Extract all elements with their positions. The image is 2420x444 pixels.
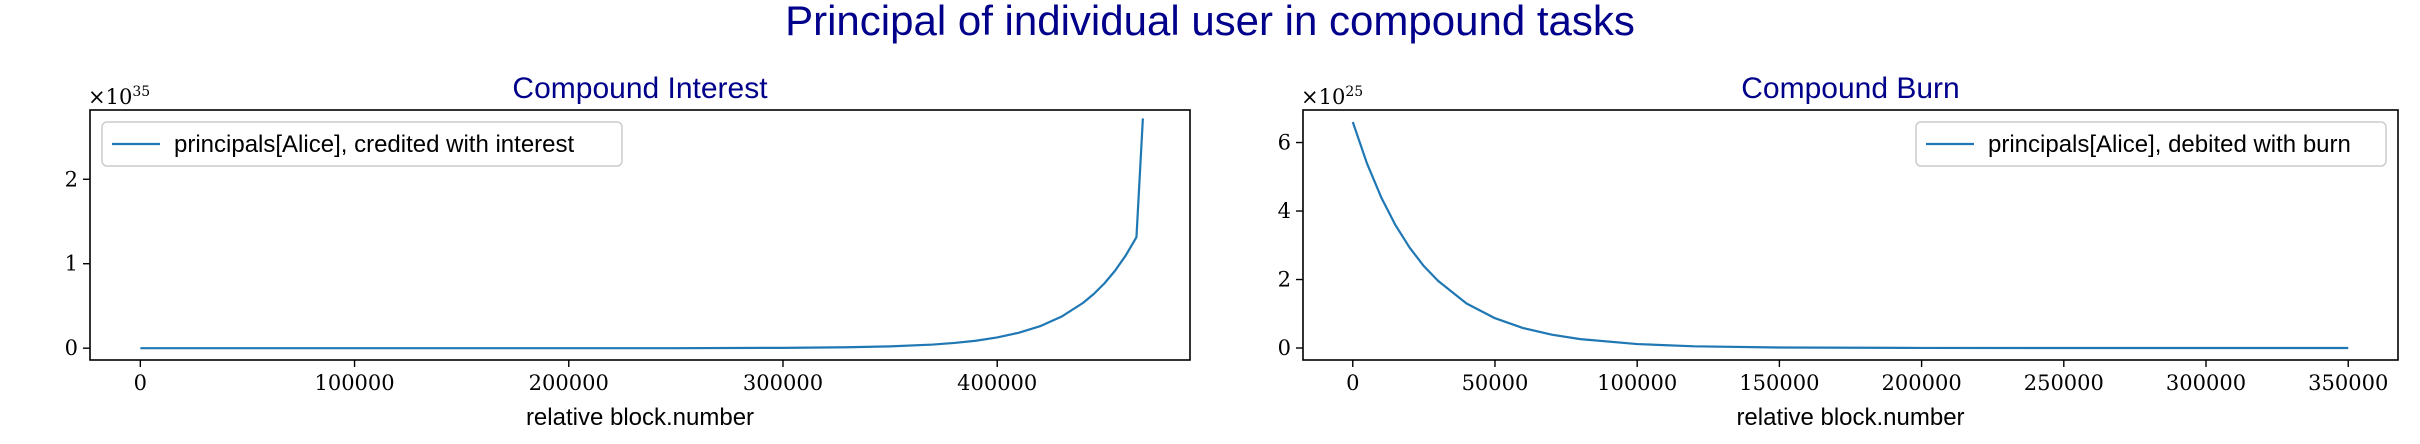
x-tick-label: 100000 (314, 371, 394, 395)
x-tick-label: 0 (134, 371, 147, 395)
plot-frame (1302, 109, 2399, 361)
panel-title: Compound Interest (512, 72, 768, 105)
legend-label: principals[Alice], credited with interes… (174, 131, 575, 158)
y-multiplier-exponent: 35 (132, 84, 150, 100)
series-line (1351, 121, 2349, 350)
y-multiplier-base: ×10 (88, 85, 132, 109)
y-multiplier-base: ×10 (1301, 85, 1345, 109)
x-axis-label: relative block.number (1736, 404, 1964, 431)
chart-compound-burn: Compound Burn ×1025 0 50000 100000 150000 2000… (1278, 72, 2399, 431)
y-tick-label: 0 (65, 336, 78, 360)
y-tick-label: 6 (1278, 131, 1291, 155)
y-multiplier: ×1025 (1301, 84, 1363, 109)
plot-frame (89, 109, 1191, 361)
x-tick-label: 50000 (1462, 371, 1529, 395)
x-axis-label: relative block.number (526, 404, 754, 431)
y-tick-label: 1 (65, 252, 78, 276)
chart-compound-interest: Compound Interest ×1035 0 100000 200000 30000… (65, 72, 1191, 431)
y-multiplier-exponent: 25 (1345, 84, 1363, 100)
figure-title: Principal of individual user in compound… (785, 0, 1635, 44)
legend-box (1915, 121, 2387, 167)
y-multiplier: ×1035 (88, 84, 150, 109)
x-tick-label: 300000 (2166, 371, 2246, 395)
legend-box (101, 121, 623, 167)
x-tick-label: 150000 (1739, 371, 1819, 395)
x-tick-label: 350000 (2308, 371, 2388, 395)
x-tick-label: 400000 (957, 371, 1037, 395)
x-tick-label: 100000 (1597, 371, 1677, 395)
y-tick-label: 2 (1278, 268, 1291, 292)
x-tick-label: 200000 (529, 371, 609, 395)
y-tick-label: 4 (1278, 199, 1291, 223)
legend: principals[Alice], credited with interes… (101, 121, 623, 167)
x-tick-label: 200000 (1882, 371, 1962, 395)
x-tick-label: 0 (1346, 371, 1359, 395)
legend: principals[Alice], debited with burn (1915, 121, 2387, 167)
legend-label: principals[Alice], debited with burn (1988, 131, 2351, 158)
series-line (140, 118, 1144, 350)
panel-title: Compound Burn (1741, 72, 1959, 105)
y-tick-label: 0 (1278, 336, 1291, 360)
x-tick-label: 250000 (2024, 371, 2104, 395)
x-tick-label: 300000 (743, 371, 823, 395)
y-tick-label: 2 (65, 167, 78, 191)
